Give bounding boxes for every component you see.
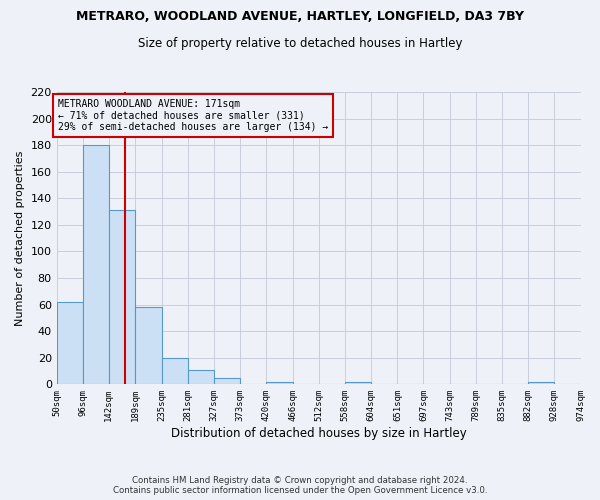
Text: Contains HM Land Registry data © Crown copyright and database right 2024.
Contai: Contains HM Land Registry data © Crown c… — [113, 476, 487, 495]
Y-axis label: Number of detached properties: Number of detached properties — [15, 150, 25, 326]
Bar — [214, 378, 240, 384]
Bar — [529, 382, 554, 384]
Bar — [188, 370, 214, 384]
Bar — [136, 308, 161, 384]
Text: METRARO, WOODLAND AVENUE, HARTLEY, LONGFIELD, DA3 7BY: METRARO, WOODLAND AVENUE, HARTLEY, LONGF… — [76, 10, 524, 23]
Bar — [344, 382, 371, 384]
Bar — [109, 210, 136, 384]
X-axis label: Distribution of detached houses by size in Hartley: Distribution of detached houses by size … — [171, 427, 466, 440]
Bar — [56, 302, 83, 384]
Text: Size of property relative to detached houses in Hartley: Size of property relative to detached ho… — [138, 38, 462, 51]
Bar — [83, 145, 109, 384]
Bar — [161, 358, 188, 384]
Bar — [266, 382, 293, 384]
Text: METRARO WOODLAND AVENUE: 171sqm
← 71% of detached houses are smaller (331)
29% o: METRARO WOODLAND AVENUE: 171sqm ← 71% of… — [58, 98, 328, 132]
